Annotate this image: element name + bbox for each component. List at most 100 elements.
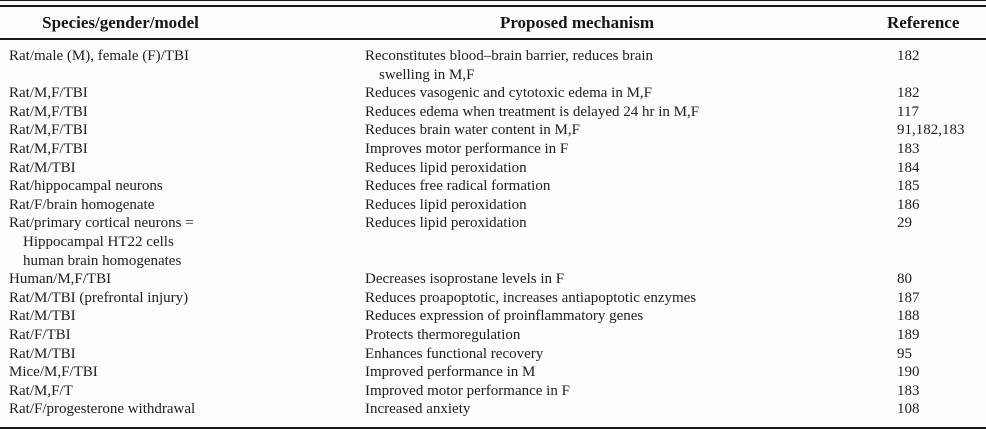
- mechanism-cell: Reduces vasogenic and cytotoxic edema in…: [356, 84, 887, 103]
- reference-cell: 108: [887, 400, 986, 428]
- table-row: Rat/M/TBI Reduces lipid peroxidation 184: [0, 159, 986, 178]
- species-cell-line: Hippocampal HT22 cells: [23, 233, 174, 250]
- mechanism-cell: Protects thermoregulation: [356, 326, 887, 345]
- species-cell-line: Human/M,F/TBI: [9, 271, 112, 288]
- species-cell-line: Rat/F/progesterone withdrawal: [9, 401, 196, 418]
- species-cell-line: Rat/M,F/TBI: [9, 103, 88, 120]
- reference-cell: 95: [887, 345, 986, 364]
- reference-cell: 186: [887, 196, 986, 215]
- species-cell-line: Rat/M/TBI: [9, 308, 76, 325]
- reference-cell: 183: [887, 140, 986, 159]
- mechanism-cell-line: Reduces brain water content in M,F: [365, 122, 580, 139]
- table-row: Rat/hippocampal neurons Reduces free radi…: [0, 177, 986, 196]
- table-row: Mice/M,F/TBI Improved performance in M 190: [0, 363, 986, 382]
- mechanism-cell: Reduces lipid peroxidation: [356, 196, 887, 215]
- reference-cell-line: 183: [897, 140, 920, 157]
- mechanism-cell: Reduces expression of proinflammatory ge…: [356, 307, 887, 326]
- reference-cell-line: 95: [897, 345, 912, 362]
- table-row: Rat/M,F/TBI Reduces vasogenic and cytotox…: [0, 84, 986, 103]
- mechanism-cell: Reduces proapoptotic, increases antiapop…: [356, 289, 887, 308]
- header-row: Species/gender/model Proposed mechanism …: [0, 7, 986, 40]
- species-cell-line: Rat/primary cortical neurons =: [9, 215, 194, 232]
- species-cell: Rat/F/progesterone withdrawal: [0, 400, 356, 428]
- mechanism-cell-line: Reduces edema when treatment is delayed …: [365, 103, 700, 120]
- mechanism-cell: Improved performance in M: [356, 363, 887, 382]
- species-cell-line: Rat/M/TBI (prefrontal injury): [9, 289, 189, 306]
- reference-cell-line: 182: [897, 48, 920, 64]
- table-top-rule: [0, 0, 986, 7]
- mechanism-cell: Reduces free radical formation: [356, 177, 887, 196]
- table-row: Rat/M/TBI Reduces expression of proinflam…: [0, 307, 986, 326]
- reference-cell-line: 185: [897, 178, 920, 195]
- species-cell-line: Rat/male (M), female (F)/TBI: [9, 48, 189, 64]
- table-row: Rat/M/TBI (prefrontal injury) Reduces pro…: [0, 289, 986, 308]
- reference-cell-line: 117: [897, 103, 919, 120]
- reference-cell-line: 108: [897, 401, 920, 418]
- reference-cell-line: 80: [897, 271, 912, 288]
- mechanism-cell: Improves motor performance in F: [356, 140, 887, 159]
- species-cell: Human/M,F/TBI: [0, 270, 356, 289]
- table-row: Rat/male (M), female (F)/TBI Reconstitute…: [0, 39, 986, 84]
- mechanism-cell-line: Increased anxiety: [365, 401, 471, 418]
- mechanism-cell-line: Reduces lipid peroxidation: [365, 215, 527, 232]
- table-row: Rat/F/TBI Protects thermoregulation 189: [0, 326, 986, 345]
- species-cell: Rat/M,F/TBI: [0, 140, 356, 159]
- reference-cell-line: 184: [897, 159, 920, 176]
- species-cell: Mice/M,F/TBI: [0, 363, 356, 382]
- reference-cell: 190: [887, 363, 986, 382]
- table-row: Rat/primary cortical neurons = Hippocampa…: [0, 214, 986, 270]
- species-cell-line: Rat/M,F/TBI: [9, 85, 88, 102]
- reference-cell: 188: [887, 307, 986, 326]
- mechanism-cell: Improved motor performance in F: [356, 382, 887, 401]
- reference-cell-line: 186: [897, 196, 920, 213]
- mechanism-cell-line: Reduces vasogenic and cytotoxic edema in…: [365, 85, 653, 102]
- col-header-mechanism: Proposed mechanism: [356, 7, 887, 40]
- col-header-reference: Reference: [887, 7, 986, 40]
- species-cell: Rat/M,F/T: [0, 382, 356, 401]
- reference-cell: 183: [887, 382, 986, 401]
- reference-cell-line: 187: [897, 289, 920, 306]
- table-row: Rat/F/brain homogenate Reduces lipid pero…: [0, 196, 986, 215]
- mechanism-cell-line: Reconstitutes blood–brain barrier, reduc…: [365, 48, 654, 64]
- table-row: Rat/M,F/TBI Reduces brain water content i…: [0, 121, 986, 140]
- reference-cell: 187: [887, 289, 986, 308]
- table-row: Rat/M,F/TBI Reduces edema when treatment …: [0, 103, 986, 122]
- species-cell: Rat/hippocampal neurons: [0, 177, 356, 196]
- mechanism-cell-line: Reduces lipid peroxidation: [365, 196, 527, 213]
- col-header-species: Species/gender/model: [0, 7, 356, 40]
- table-row: Rat/M,F/T Improved motor performance in F…: [0, 382, 986, 401]
- mechanism-cell-line: Enhances functional recovery: [365, 345, 544, 362]
- reference-cell-line: 188: [897, 308, 920, 325]
- species-cell-line: Rat/M,F/T: [9, 382, 73, 399]
- species-cell-line: Rat/M,F/TBI: [9, 140, 88, 157]
- mechanism-cell: Reconstitutes blood–brain barrier, reduc…: [356, 39, 887, 84]
- species-cell: Rat/M/TBI: [0, 307, 356, 326]
- species-cell-line: human brain homogenates: [23, 252, 182, 269]
- mechanism-cell: Reduces edema when treatment is delayed …: [356, 103, 887, 122]
- mechanism-cell-line: Protects thermoregulation: [365, 326, 521, 343]
- reference-cell: 189: [887, 326, 986, 345]
- mechanism-cell-line: Reduces proapoptotic, increases antiapop…: [365, 289, 697, 306]
- species-cell: Rat/M,F/TBI: [0, 84, 356, 103]
- table-body: Rat/male (M), female (F)/TBI Reconstitute…: [0, 39, 986, 428]
- table-row: Human/M,F/TBI Decreases isoprostane level…: [0, 270, 986, 289]
- reference-cell: 91,182,183: [887, 121, 986, 140]
- mechanism-cell: Reduces brain water content in M,F: [356, 121, 887, 140]
- mechanism-cell-line: Reduces expression of proinflammatory ge…: [365, 308, 644, 325]
- species-cell-line: Mice/M,F/TBI: [9, 364, 98, 381]
- mechanism-cell: Increased anxiety: [356, 400, 887, 428]
- species-cell: Rat/male (M), female (F)/TBI: [0, 39, 356, 84]
- mechanisms-table: Species/gender/model Proposed mechanism …: [0, 7, 986, 429]
- species-cell-line: Rat/M/TBI: [9, 159, 76, 176]
- mechanism-cell: Reduces lipid peroxidation: [356, 159, 887, 178]
- reference-cell: 185: [887, 177, 986, 196]
- reference-cell: 184: [887, 159, 986, 178]
- mechanism-cell-line: Improves motor performance in F: [365, 140, 569, 157]
- species-cell: Rat/M/TBI: [0, 345, 356, 364]
- species-cell: Rat/F/TBI: [0, 326, 356, 345]
- mechanism-cell: Enhances functional recovery: [356, 345, 887, 364]
- species-cell-line: Rat/F/TBI: [9, 326, 71, 343]
- table-row: Rat/F/progesterone withdrawal Increased a…: [0, 400, 986, 428]
- reference-cell-line: 91,182,183: [897, 122, 965, 139]
